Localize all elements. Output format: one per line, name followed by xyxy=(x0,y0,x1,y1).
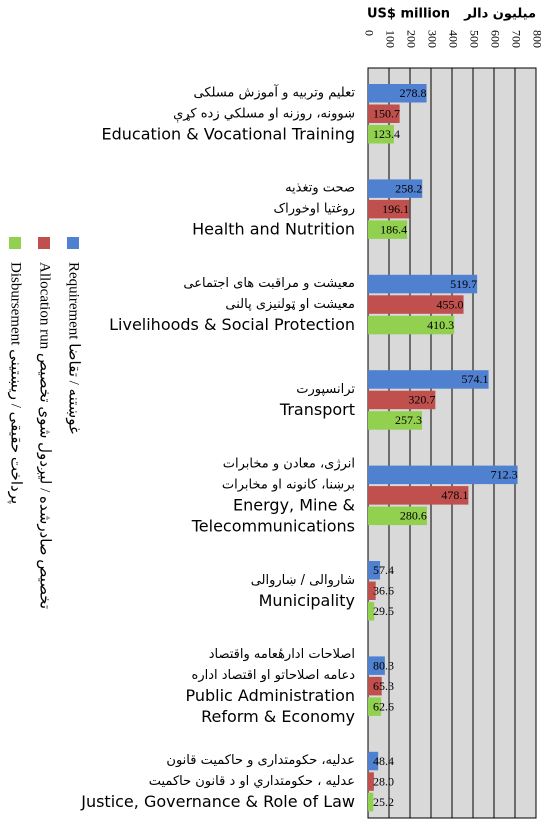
bar xyxy=(368,465,518,485)
bar xyxy=(368,792,374,812)
value-label: 123.4 xyxy=(373,127,400,141)
category-label: معیشت و مراقبت های اجتماعی xyxy=(183,276,355,291)
value-label: 280.6 xyxy=(400,509,427,523)
bar xyxy=(368,370,489,389)
value-label: 320.7 xyxy=(408,393,435,407)
value-label: 196.1 xyxy=(382,202,409,216)
value-label: 36.6 xyxy=(373,584,394,598)
bar xyxy=(368,390,436,410)
chart-title-local: ميليون دالر xyxy=(463,7,536,22)
category-label: انرژی، معادن و مخابرات xyxy=(223,456,355,471)
category-label: برښنا، كانونه او مخابرات xyxy=(222,477,355,492)
value-label: 150.7 xyxy=(373,107,400,121)
bar xyxy=(368,179,423,198)
category-label: روغتيا اوخوراک xyxy=(274,202,355,217)
category-label: اصلاحات ادارهٔعامه واقتصاد xyxy=(209,647,355,662)
value-label: 186.4 xyxy=(380,222,407,236)
category-label: Justice, Governance & Role of Law xyxy=(80,792,355,811)
bar xyxy=(368,602,375,621)
bar xyxy=(368,751,379,771)
value-label: 62.6 xyxy=(373,699,394,713)
bar xyxy=(368,486,469,505)
category-label: Health and Nutrition xyxy=(192,220,355,239)
value-label: 57.4 xyxy=(373,563,394,577)
bar xyxy=(368,274,478,294)
category-label: ښوونه، روزنه او مسلكي زده كړې xyxy=(173,106,355,122)
category-label: تعليم وتربيه و آموزش مسلكی xyxy=(194,83,356,100)
bar xyxy=(368,125,394,144)
value-label: 80.3 xyxy=(373,658,394,672)
legend-swatch xyxy=(38,237,50,249)
bar xyxy=(368,561,381,580)
value-label: 48.4 xyxy=(373,754,394,768)
bar xyxy=(368,581,376,600)
legend-swatch xyxy=(67,237,79,249)
category-label: شاروالی / ښاروالی xyxy=(251,573,355,588)
value-label: 28.0 xyxy=(373,774,394,788)
bar xyxy=(368,676,382,696)
value-label: 455.0 xyxy=(437,297,464,311)
bar xyxy=(368,199,410,219)
bar xyxy=(368,295,464,314)
x-tick-label: 0 xyxy=(362,30,376,36)
value-label: 258.2 xyxy=(395,181,422,195)
category-label: Energy, Mine & xyxy=(233,495,355,514)
category-label: دعامه اصلاحاتو او اقتصاد اداره xyxy=(192,668,356,683)
category-label: ترانسپورت xyxy=(296,382,355,397)
value-label: 519.7 xyxy=(450,277,477,291)
x-tick-label: 500 xyxy=(467,30,481,48)
value-label: 712.3 xyxy=(491,468,518,482)
x-tick-label: 800 xyxy=(530,30,542,48)
legend-label: Disbursement پرداخت حقیقی / ریښتینی xyxy=(8,262,24,504)
category-label: عدلیه ، حكومتداري او د قانون حاكمیت xyxy=(149,774,355,789)
category-label: Municipality xyxy=(259,591,355,610)
bar xyxy=(368,220,408,239)
category-label: Transport xyxy=(279,400,355,419)
x-tick-label: 600 xyxy=(488,30,502,48)
category-label: Education & Vocational Training xyxy=(101,124,355,143)
legend-label: Allocation run تخصیص صادرشده / لیږدول شو… xyxy=(37,262,53,609)
chart-title: US$ million xyxy=(367,7,450,22)
category-label: معیشت او ټولنیزی پالنی xyxy=(225,297,355,312)
bar xyxy=(368,656,385,675)
bar xyxy=(368,84,427,103)
x-tick-label: 200 xyxy=(404,30,418,48)
x-tick-label: 400 xyxy=(446,30,460,48)
category-label: Telecommunications xyxy=(191,516,355,535)
value-label: 478.1 xyxy=(441,488,468,502)
bar xyxy=(368,315,455,335)
x-tick-label: 300 xyxy=(425,30,439,48)
x-tick-label: 700 xyxy=(509,30,523,48)
value-label: 29.5 xyxy=(373,604,394,618)
legend-swatch xyxy=(9,237,21,249)
bar xyxy=(368,772,374,791)
value-label: 410.3 xyxy=(427,318,454,332)
category-label: صحت وتغذيه xyxy=(285,181,355,196)
bar xyxy=(368,411,423,430)
bar xyxy=(368,506,427,526)
category-label: Livelihoods & Social Protection xyxy=(109,315,355,334)
value-label: 257.3 xyxy=(395,413,422,427)
value-label: 65.3 xyxy=(373,679,394,693)
bar xyxy=(368,697,382,716)
legend-label: Requirement غوښتنه / تقاضا xyxy=(66,262,82,434)
value-label: 278.8 xyxy=(400,86,427,100)
x-tick-label: 100 xyxy=(383,30,397,48)
category-label: Public Administration xyxy=(185,686,355,705)
category-label: Reform & Economy xyxy=(201,707,355,726)
category-label: عدلیه، حکومتداری و حاکمیت قانون xyxy=(166,753,355,768)
value-label: 25.2 xyxy=(373,795,394,809)
bar xyxy=(368,104,400,123)
value-label: 574.1 xyxy=(462,372,489,386)
